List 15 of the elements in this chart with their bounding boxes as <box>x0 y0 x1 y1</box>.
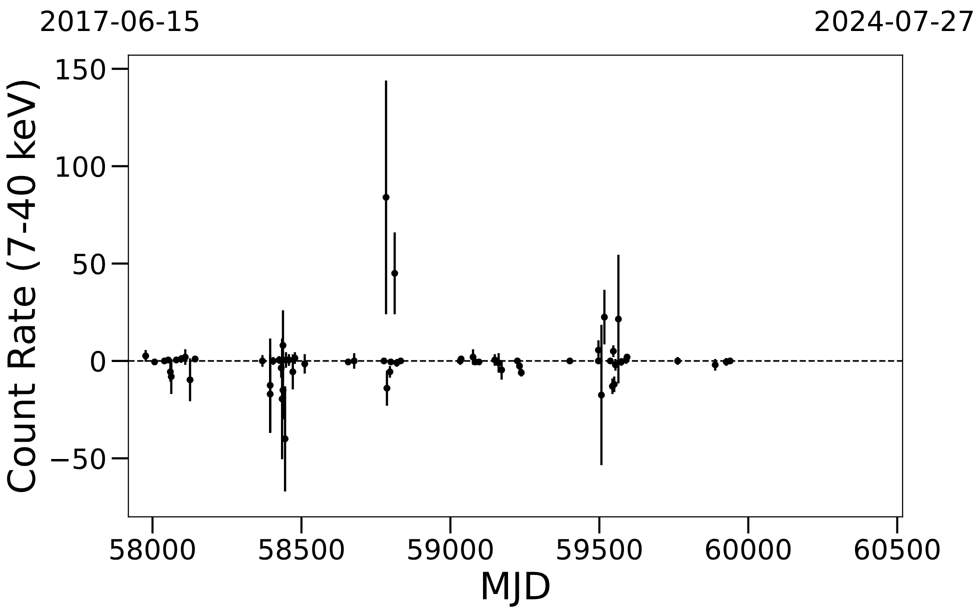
x-axis-title: MJD <box>483 572 550 607</box>
text: 2017-06-15 <box>41 10 198 32</box>
x-tick-label: 58000 <box>110 538 195 560</box>
x-tick-label: 58500 <box>259 538 344 560</box>
x-tick-label: 60500 <box>854 538 940 560</box>
y-tick-label: 0 <box>91 350 106 372</box>
y-tick-label: 50 <box>74 254 106 275</box>
x-tick-label: 60000 <box>706 538 791 560</box>
x-tick-label: 59500 <box>557 538 642 560</box>
text: 2024-07-27 <box>816 10 973 32</box>
y-axis-title: Count Rate (7-40 keV) <box>6 80 40 492</box>
y-tick-label: 100 <box>56 156 106 178</box>
y-tick-label: −50 <box>51 448 106 470</box>
y-tick-label: 150 <box>56 58 106 80</box>
x-tick-label: 59000 <box>408 538 493 560</box>
